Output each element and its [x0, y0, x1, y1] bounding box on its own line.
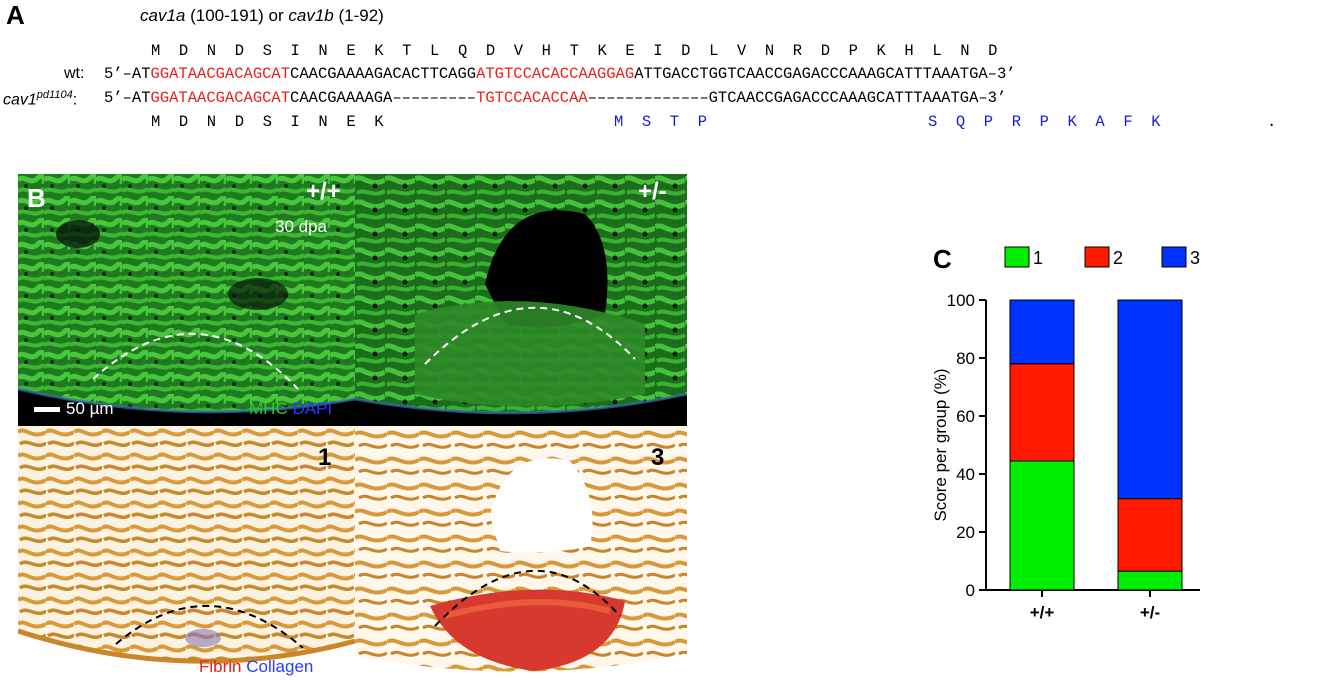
bar-segment-+/--score-1 — [1117, 570, 1183, 591]
fluorescence-image-wildtype — [18, 174, 355, 426]
mut-seq-target-2: TGTCCACACCAA — [476, 89, 588, 107]
wt-seq-target-1: GGATAACGACAGCAT — [150, 65, 291, 83]
mutant-label: cav1pd1104: — [3, 89, 77, 109]
afog-heterozygous-svg — [355, 426, 687, 678]
amino-acid-bottom-frameshift-1: M S T P — [614, 113, 708, 131]
stain-legend-fluorescence: MHC DAPI — [249, 399, 332, 419]
bar-segment-+/+-score-3 — [1009, 299, 1075, 365]
chart-plot-area: 0 20 40 60 80 100 +/+ +/- — [947, 291, 1200, 620]
legend-swatch-score-2 — [1084, 246, 1110, 268]
afog-stain-image-wildtype — [18, 426, 355, 678]
legend-label-score-3: 3 — [1190, 248, 1200, 268]
stain-mhc: MHC — [249, 399, 288, 418]
y-tick-label: 100 — [947, 291, 975, 310]
scale-bar — [34, 407, 60, 412]
afog-wildtype-svg — [18, 426, 355, 678]
score-wildtype: 1 — [318, 444, 332, 471]
mutant-colon: : — [72, 91, 78, 109]
wt-label: wt: — [64, 65, 85, 82]
y-tick-label: 20 — [956, 523, 975, 542]
wt-seq-target-2: ATGTCCACACCAAGGAG — [476, 65, 635, 83]
chart-legend: 1 2 3 — [1004, 246, 1200, 268]
panel-b-letter: B — [27, 183, 46, 213]
range-1: (100-191) or — [185, 6, 289, 25]
y-axis-label: Score per group (%) — [931, 368, 950, 521]
bar-segment-+/--score-3 — [1117, 299, 1183, 500]
x-tick-label: +/- — [1140, 603, 1160, 620]
fluorescence-heterozygous-svg — [355, 174, 687, 426]
genotype-wildtype-label: +/+ — [306, 178, 341, 205]
x-tick-label: +/+ — [1030, 603, 1055, 620]
wt-sequence: 5’–ATGGATAACGACAGCATCAACGAAAAGACACTTCAGG… — [104, 65, 1016, 83]
gene-name-cav1a: cav1a — [140, 6, 186, 25]
scale-bar-label: 50 µm — [66, 399, 114, 418]
mut-seq-target-1: GGATAACGACAGCAT — [150, 89, 291, 107]
stop-codon-dot: . — [1267, 113, 1277, 131]
bar-segment-+/+-score-1 — [1009, 460, 1075, 591]
wt-seq-end: ATTGACCTGGTCAACCGAGACCCAAAGCATTTAAATGA–3… — [634, 65, 1016, 83]
legend-label-score-2: 2 — [1113, 248, 1123, 268]
y-tick-label: 80 — [956, 349, 975, 368]
bar-segment-+/--score-2 — [1117, 498, 1183, 572]
stain-legend-afog: Fibrin Collagen — [199, 657, 313, 677]
bar-segment-+/+-score-2 — [1009, 363, 1075, 462]
stacked-bar-chart: C 1 2 3 0 20 40 60 80 100 +/+ +/- Score per group… — [931, 244, 1200, 620]
panel-a-letter: A — [6, 0, 25, 30]
mutant-sequence: 5’–ATGGATAACGACAGCATCAACGAAAAGA–––––––––… — [104, 89, 1006, 107]
mut-seq-start: 5’–AT — [104, 89, 151, 107]
panel-c-letter: C — [933, 244, 952, 274]
amino-acid-bottom-frameshift-2: S Q P R P K A F K — [928, 113, 1161, 131]
stain-fibrin: Fibrin — [199, 657, 242, 676]
mutant-gene: cav1 — [3, 91, 37, 109]
stain-collagen: Collagen — [246, 657, 314, 676]
mutant-allele: pd1104 — [36, 89, 73, 101]
y-tick-label: 0 — [966, 581, 975, 600]
wt-seq-start: 5’–AT — [104, 65, 151, 83]
afog-stain-image-heterozygous — [355, 426, 687, 678]
genotype-heterozygous-label: +/- — [638, 178, 667, 205]
range-2: (1-92) — [333, 6, 384, 25]
legend-swatch-score-1 — [1004, 246, 1030, 268]
gene-name-cav1b: cav1b — [288, 6, 334, 25]
score-heterozygous: 3 — [651, 444, 665, 471]
wt-seq-mid: CAACGAAAAGACACTTCAGG — [290, 65, 477, 83]
amino-acid-top-row: M D N D S I N E K T L Q D V H T K E I D … — [151, 42, 998, 60]
mut-seq-end: –––––––––––––GTCAACCGAGACCCAAAGCATTTAAAT… — [587, 89, 1007, 107]
panel-a-title: cav1a (100-191) or cav1b (1-92) — [140, 6, 384, 26]
stain-dapi: DAPI — [292, 399, 333, 418]
legend-label-score-1: 1 — [1033, 248, 1043, 268]
amino-acid-bottom-black: M D N D S I N E K — [151, 113, 384, 131]
y-tick-label: 40 — [956, 465, 975, 484]
fluorescence-image-heterozygous — [355, 174, 687, 426]
timepoint-label: 30 dpa — [275, 217, 327, 236]
legend-swatch-score-3 — [1161, 246, 1187, 268]
fluorescence-wildtype-svg — [18, 174, 355, 426]
mut-seq-mid: CAACGAAAAGA––––––––– — [290, 89, 477, 107]
y-tick-label: 60 — [956, 407, 975, 426]
